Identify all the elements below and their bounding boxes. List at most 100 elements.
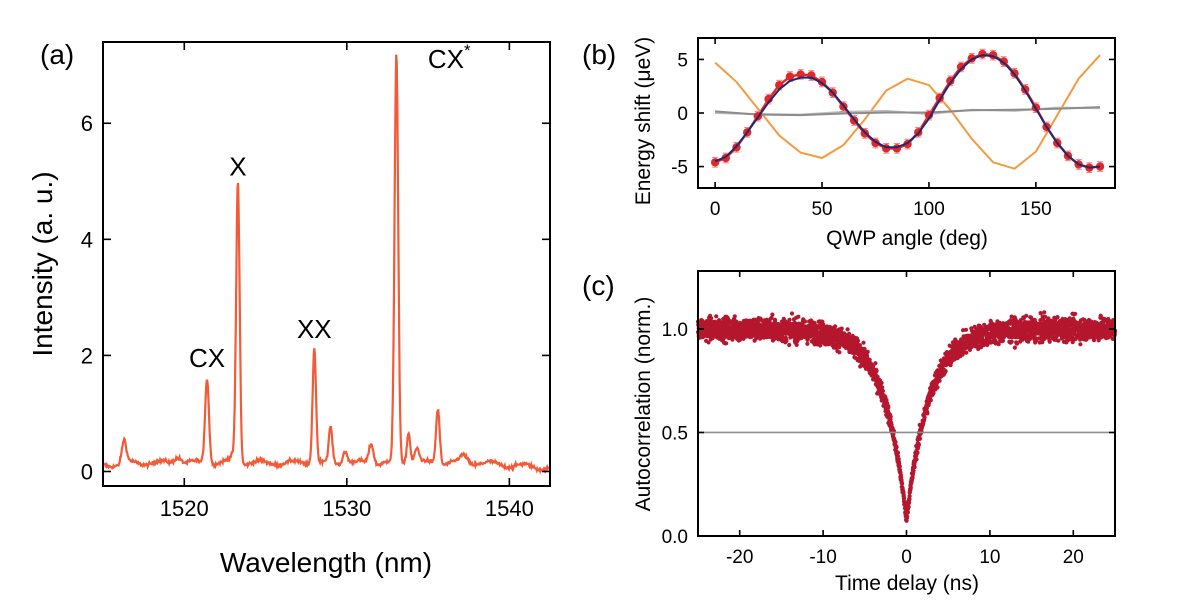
panel-a-label: (a) bbox=[40, 39, 74, 70]
data-point bbox=[893, 440, 898, 445]
y-tick-label: 0.0 bbox=[662, 527, 688, 548]
panel-c-frame bbox=[697, 270, 1116, 537]
data-point bbox=[1047, 339, 1052, 344]
data-point bbox=[911, 468, 916, 473]
y-tick-label: -5 bbox=[671, 157, 688, 178]
x-tick-label: -20 bbox=[726, 547, 753, 568]
data-point bbox=[706, 340, 711, 345]
data-point bbox=[865, 349, 870, 354]
peak-label: CX bbox=[189, 343, 225, 373]
data-point bbox=[787, 317, 792, 322]
data-point bbox=[916, 442, 922, 447]
data-point bbox=[784, 338, 789, 344]
data-point bbox=[847, 331, 852, 336]
panel-b: (b) 0 50 100 150 -5 0 5 QWP angle (deg) Energy… bbox=[582, 37, 1116, 250]
x-tick-label: -10 bbox=[809, 547, 836, 568]
data-point bbox=[935, 385, 940, 390]
data-point bbox=[905, 510, 911, 515]
panel-a-ticks: 1520 1530 1540 0 2 4 6 bbox=[81, 42, 550, 521]
data-point bbox=[837, 350, 842, 355]
data-point bbox=[714, 314, 719, 319]
data-point bbox=[900, 481, 905, 486]
y-tick-label: 4 bbox=[81, 227, 93, 252]
data-point bbox=[895, 450, 901, 455]
panel-c-label: (c) bbox=[582, 270, 615, 301]
y-tick-label: 5 bbox=[677, 50, 688, 71]
y-tick-label: 1.0 bbox=[662, 320, 688, 341]
data-point bbox=[867, 357, 872, 362]
data-point bbox=[1024, 313, 1029, 318]
data-point bbox=[943, 369, 948, 374]
data-point bbox=[724, 341, 729, 346]
data-point bbox=[789, 311, 795, 316]
panel-c-ticks: -20 -10 0 10 20 0.0 0.5 1.0 bbox=[662, 271, 1115, 568]
data-point bbox=[796, 314, 801, 319]
panel-a-xlabel: Wavelength (nm) bbox=[220, 547, 432, 578]
data-point bbox=[905, 514, 910, 519]
data-point bbox=[1095, 162, 1105, 171]
data-point bbox=[1000, 338, 1006, 343]
data-point bbox=[912, 465, 917, 470]
data-point bbox=[964, 350, 969, 355]
peak-label: XX bbox=[297, 314, 332, 344]
data-point bbox=[963, 327, 969, 332]
data-point bbox=[967, 347, 973, 352]
data-point bbox=[915, 450, 920, 455]
data-point bbox=[1055, 315, 1060, 320]
data-point bbox=[908, 485, 913, 490]
data-point bbox=[785, 72, 795, 81]
y-tick-label: 6 bbox=[81, 111, 93, 136]
y-tick-label: 2 bbox=[81, 343, 93, 368]
panel-b-xlabel: QWP angle (deg) bbox=[826, 227, 988, 250]
data-point bbox=[794, 342, 799, 347]
data-point bbox=[1073, 311, 1078, 316]
data-point bbox=[894, 445, 899, 450]
data-point bbox=[917, 436, 923, 441]
data-point bbox=[928, 398, 933, 403]
data-point bbox=[886, 405, 891, 410]
energy-shift-series bbox=[710, 48, 1105, 173]
data-point bbox=[787, 342, 792, 348]
data-point bbox=[888, 414, 893, 419]
data-point bbox=[1040, 340, 1045, 345]
orange-line bbox=[714, 54, 1101, 170]
data-point bbox=[1056, 338, 1061, 343]
data-point bbox=[805, 341, 810, 346]
panel-c: (c) -20 -10 0 10 20 0.0 0.5 1.0 Time delay (ns)… bbox=[582, 270, 1118, 595]
data-point bbox=[931, 391, 936, 396]
data-point bbox=[925, 411, 930, 416]
data-point bbox=[1012, 345, 1018, 350]
data-point bbox=[772, 317, 778, 322]
data-point bbox=[1084, 337, 1089, 342]
data-point bbox=[879, 380, 884, 386]
data-point bbox=[902, 495, 907, 500]
x-tick-label: 0 bbox=[901, 547, 912, 568]
data-point bbox=[1042, 310, 1047, 315]
data-point bbox=[1038, 311, 1043, 316]
y-tick-label: 0 bbox=[677, 104, 688, 125]
data-point bbox=[1102, 316, 1107, 322]
y-tick-label: 0.5 bbox=[662, 423, 688, 444]
measured-line bbox=[714, 52, 1101, 169]
x-tick-label: 1530 bbox=[322, 496, 371, 521]
x-tick-label: 100 bbox=[913, 199, 945, 220]
data-point bbox=[956, 62, 966, 72]
data-point bbox=[1043, 314, 1048, 319]
peak-label: X bbox=[229, 151, 246, 181]
data-point bbox=[985, 342, 990, 348]
spectrum-line bbox=[103, 54, 550, 475]
data-point bbox=[855, 338, 861, 343]
panel-c-ylabel: Autocorrelation (norm.) bbox=[632, 297, 655, 512]
y-tick-label: 0 bbox=[81, 459, 93, 484]
x-tick-label: 1540 bbox=[485, 496, 534, 521]
data-point bbox=[1009, 339, 1014, 344]
data-point bbox=[796, 70, 805, 79]
data-point bbox=[906, 505, 911, 510]
panel-c-xlabel: Time delay (ns) bbox=[835, 572, 979, 595]
data-point bbox=[845, 327, 850, 332]
data-point bbox=[907, 494, 912, 499]
data-point bbox=[914, 457, 919, 462]
panel-b-ylabel: Energy shift (μeV) bbox=[632, 37, 655, 206]
